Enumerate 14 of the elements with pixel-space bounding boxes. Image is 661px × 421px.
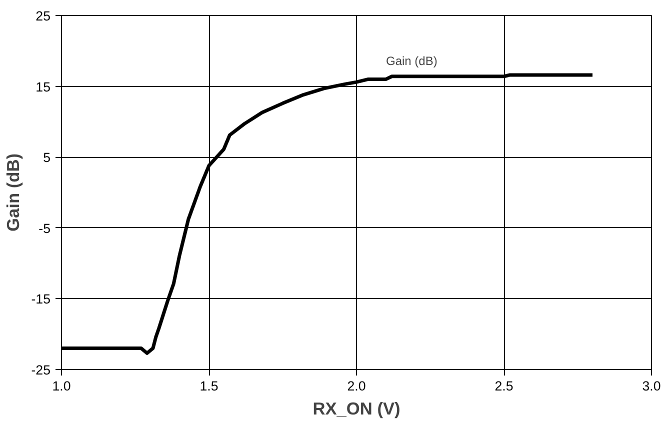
- y-axis-title: Gain (dB): [3, 154, 24, 232]
- y-tick-label: -5: [38, 220, 51, 236]
- series-label: Gain (dB): [386, 54, 438, 68]
- x-tick-label: 3.0: [642, 378, 661, 394]
- x-tick-label: 2.5: [494, 378, 514, 394]
- y-tick-label: -25: [31, 362, 50, 378]
- y-tick-label: -15: [31, 292, 50, 307]
- x-tick-label: 1.0: [52, 378, 71, 394]
- y-tick-label: 25: [36, 8, 51, 24]
- y-tick-label: 15: [36, 79, 51, 94]
- x-tick-label: 2.0: [347, 378, 366, 394]
- x-tick-label: 1.5: [200, 378, 218, 394]
- y-tick-label: 5: [43, 150, 51, 166]
- x-axis-title: RX_ON (V): [312, 398, 400, 418]
